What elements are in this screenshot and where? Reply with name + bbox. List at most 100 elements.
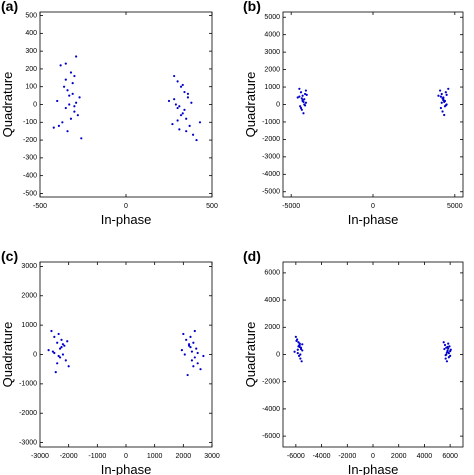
x-tick-label: 6000 — [442, 453, 458, 460]
point — [173, 98, 176, 101]
y-tick-label: -2000 — [262, 379, 280, 386]
x-tick-label: -1000 — [88, 453, 106, 460]
y-tick-label: 100 — [25, 84, 37, 91]
y-tick-label: 1000 — [21, 322, 37, 329]
point — [298, 87, 301, 90]
y-tick-label: -4000 — [262, 171, 280, 178]
y-tick-label: 200 — [25, 66, 37, 73]
point — [439, 95, 443, 98]
point — [171, 122, 174, 126]
y-tick-label: -300 — [23, 155, 37, 162]
y-tick-label: -2000 — [19, 410, 37, 417]
point — [183, 353, 186, 356]
point — [193, 329, 196, 333]
point — [188, 124, 191, 127]
point — [178, 105, 181, 108]
point — [195, 347, 198, 350]
point — [192, 365, 195, 368]
y-tick-label: 6000 — [264, 270, 280, 277]
point — [301, 94, 304, 97]
point — [304, 89, 308, 92]
point — [447, 342, 450, 345]
point — [443, 347, 446, 351]
point — [196, 351, 199, 355]
point — [440, 101, 443, 104]
point — [61, 121, 64, 124]
point — [78, 96, 81, 99]
point — [57, 354, 60, 358]
point — [448, 345, 451, 348]
point — [294, 335, 297, 338]
y-tick-label: 0 — [33, 101, 37, 108]
point — [179, 85, 183, 88]
x-tick-label: 3000 — [204, 453, 220, 460]
y-tick-label: 0 — [276, 101, 280, 108]
y-tick-label: 0 — [276, 351, 280, 358]
point — [442, 99, 445, 102]
point — [298, 345, 301, 349]
point — [178, 128, 181, 131]
point — [179, 114, 183, 117]
point — [57, 124, 61, 127]
point — [445, 351, 449, 354]
x-tick-label: -6000 — [287, 453, 305, 460]
point — [64, 62, 67, 65]
x-tick-label: -500 — [33, 203, 47, 210]
y-tick-label: -2000 — [262, 136, 280, 143]
point — [189, 346, 192, 349]
point — [51, 350, 55, 353]
point — [69, 71, 73, 74]
point — [443, 343, 447, 347]
y-tick-label: -200 — [23, 137, 37, 144]
point — [303, 104, 307, 107]
point — [437, 94, 440, 97]
x-tick-label: -3000 — [31, 453, 49, 460]
point — [443, 113, 446, 117]
x-tick-label: -2000 — [60, 453, 78, 460]
point — [47, 348, 50, 352]
point — [444, 354, 447, 357]
point — [59, 64, 62, 67]
point — [299, 105, 302, 108]
y-tick-label: 4000 — [264, 297, 280, 304]
point — [441, 97, 444, 100]
point — [293, 350, 296, 353]
point — [183, 90, 186, 94]
point — [176, 80, 179, 83]
point — [190, 359, 194, 362]
point — [64, 106, 67, 110]
point — [443, 100, 446, 103]
y-tick-label: -100 — [23, 119, 37, 126]
point — [445, 360, 449, 363]
point — [173, 74, 176, 78]
x-axis-label: In-phase — [348, 212, 399, 227]
point — [56, 341, 59, 344]
point — [68, 103, 71, 106]
point — [192, 341, 195, 344]
x-axis-label: In-phase — [101, 462, 152, 475]
point — [60, 338, 63, 341]
point — [186, 373, 189, 377]
point — [60, 346, 63, 349]
point — [441, 110, 444, 113]
point — [295, 339, 298, 342]
plot-area — [282, 11, 464, 198]
y-axis-label: Quadrature — [0, 72, 15, 138]
point — [58, 347, 62, 350]
point — [190, 350, 194, 353]
point — [449, 349, 452, 353]
point — [71, 92, 74, 95]
point — [444, 91, 447, 94]
x-axis-label: In-phase — [348, 462, 399, 475]
x-tick-label: 0 — [371, 203, 375, 210]
point — [186, 96, 190, 99]
point — [303, 92, 307, 96]
point — [304, 101, 308, 104]
point — [202, 354, 205, 358]
x-tick-label: 5000 — [447, 203, 463, 210]
point — [191, 133, 195, 136]
x-tick-label: 2000 — [391, 453, 407, 460]
point — [66, 130, 69, 133]
point — [301, 343, 304, 346]
